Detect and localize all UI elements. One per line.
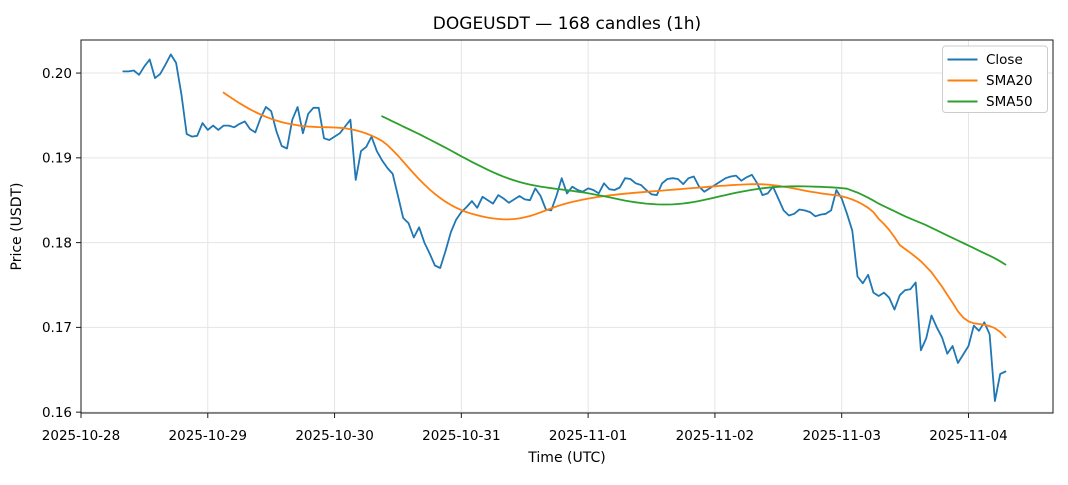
x-tick-label: 2025-10-28 [42, 428, 120, 444]
legend-label-close: Close [986, 52, 1023, 68]
grid [80, 40, 1053, 413]
y-tick-label: 0.16 [42, 405, 72, 421]
y-tick-label: 0.18 [42, 235, 72, 251]
x-tick-label: 2025-11-04 [929, 428, 1007, 444]
x-axis-label: Time (UTC) [527, 450, 605, 466]
x-tick-label: 2025-11-03 [802, 428, 880, 444]
legend-label-sma50: SMA50 [986, 94, 1033, 110]
sma20-line [222, 91, 1007, 339]
sma50-line [381, 115, 1007, 266]
x-tick-label: 2025-10-30 [295, 428, 373, 444]
y-tick-label: 0.19 [42, 151, 72, 167]
y-tick-label: 0.20 [42, 66, 72, 82]
x-tick-label: 2025-10-29 [169, 428, 247, 444]
series-lines [122, 53, 1007, 403]
x-tick-label: 2025-10-31 [422, 428, 500, 444]
chart-title: DOGEUSDT — 168 candles (1h) [433, 14, 701, 34]
y-axis: 0.16 0.17 0.18 0.19 0.20 [42, 66, 81, 421]
x-axis: 2025-10-28 2025-10-29 2025-10-30 2025-10-31… [42, 413, 1008, 444]
close-line [122, 53, 1007, 403]
legend-box [942, 45, 1048, 113]
plot-border [80, 39, 1054, 414]
legend-label-sma20: SMA20 [986, 73, 1033, 89]
y-tick-label: 0.17 [42, 320, 72, 336]
x-tick-label: 2025-11-01 [549, 428, 627, 444]
x-tick-label: 2025-11-02 [676, 428, 754, 444]
y-axis-label: Price (USDT) [9, 183, 25, 271]
legend: Close SMA20 SMA50 [942, 45, 1048, 113]
